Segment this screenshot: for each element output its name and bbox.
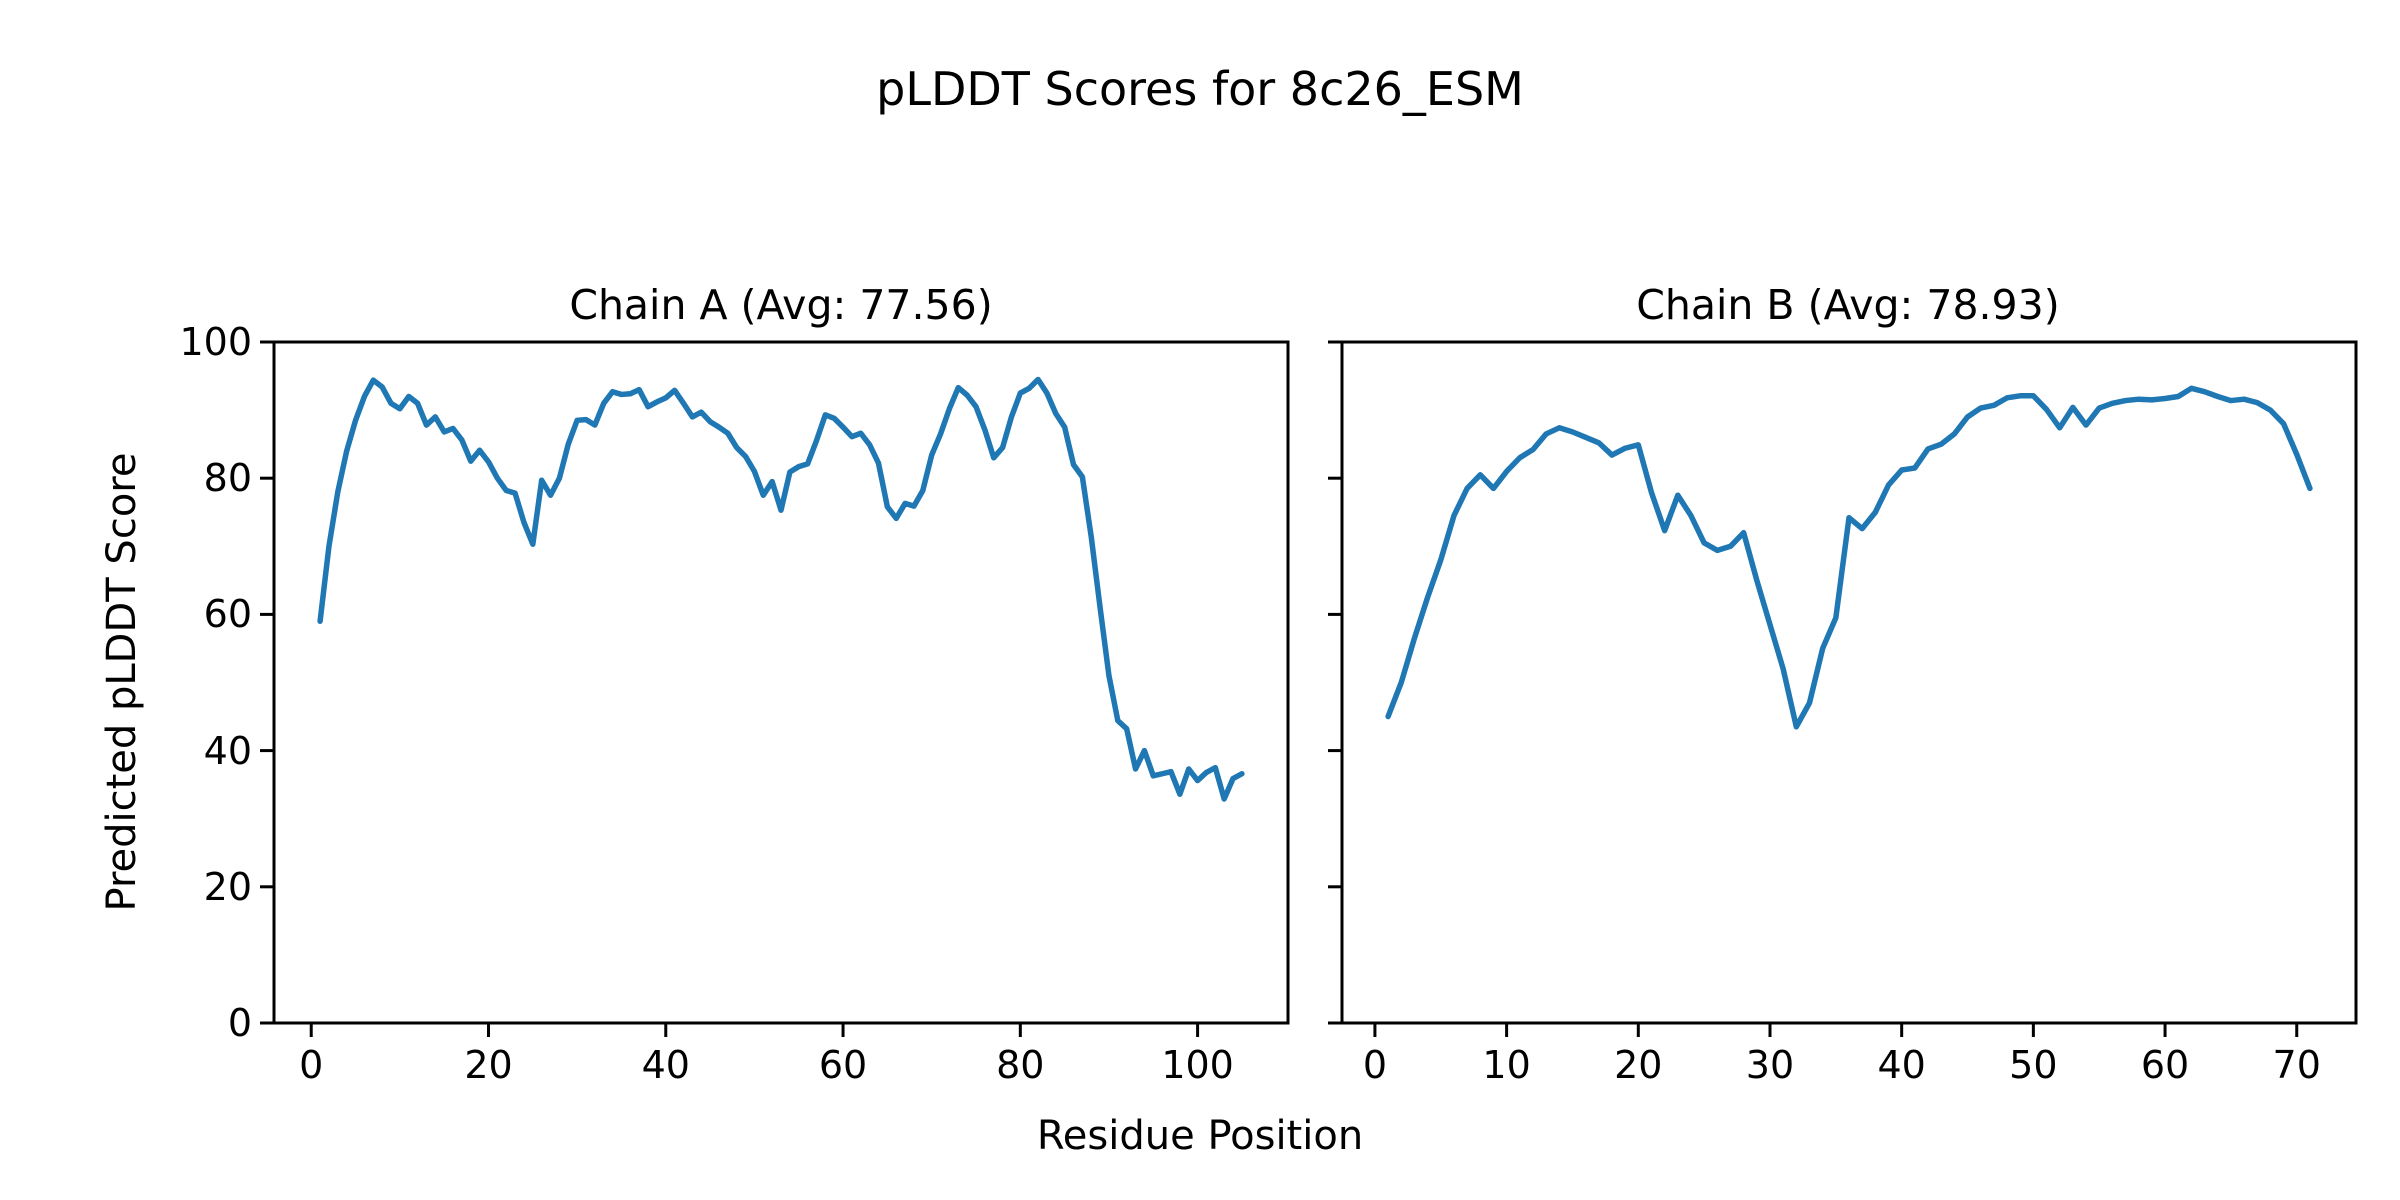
plddt-line-chain-b [1385, 385, 2313, 730]
x-tick-label: 20 [1614, 1043, 1663, 1087]
y-tick-label: 100 [179, 320, 252, 364]
chain-b-title: Chain B (Avg: 78.93) [1636, 281, 2060, 329]
figure-title: pLDDT Scores for 8c26_ESM [876, 62, 1524, 116]
axes-frame [272, 340, 1290, 1025]
axes-frame [1340, 340, 2358, 1025]
plddt-line-chain-a [317, 376, 1245, 802]
x-tick-label: 80 [996, 1043, 1045, 1087]
x-tick-label: 60 [2140, 1043, 2190, 1087]
x-tick-label: 100 [1161, 1043, 1234, 1087]
x-axis-label: Residue Position [1036, 1113, 1364, 1159]
y-tick-label: 20 [203, 864, 252, 909]
x-tick-label: 0 [1362, 1043, 1388, 1087]
line-plot-chain-b [1328, 340, 2358, 1037]
chain-a-title: Chain A (Avg: 77.56) [569, 281, 993, 329]
y-tick-label: 80 [203, 456, 252, 501]
x-tick-label: 40 [1877, 1043, 1926, 1087]
y-tick-label: 0 [227, 1001, 252, 1045]
x-tick-label: 40 [641, 1043, 690, 1087]
x-tick-label: 50 [2009, 1043, 2058, 1087]
line-plot-chain-a [260, 340, 1290, 1037]
y-tick-label: 40 [203, 728, 252, 773]
y-axis-label: Predicted pLDDT Score [99, 452, 145, 912]
x-tick-label: 10 [1482, 1043, 1531, 1087]
x-tick-label: 30 [1745, 1043, 1795, 1087]
x-tick-label: 20 [464, 1043, 513, 1087]
x-tick-label: 0 [299, 1043, 324, 1087]
y-tick-label: 60 [203, 592, 252, 637]
x-tick-label: 60 [818, 1043, 868, 1087]
x-tick-label: 70 [2272, 1043, 2321, 1087]
